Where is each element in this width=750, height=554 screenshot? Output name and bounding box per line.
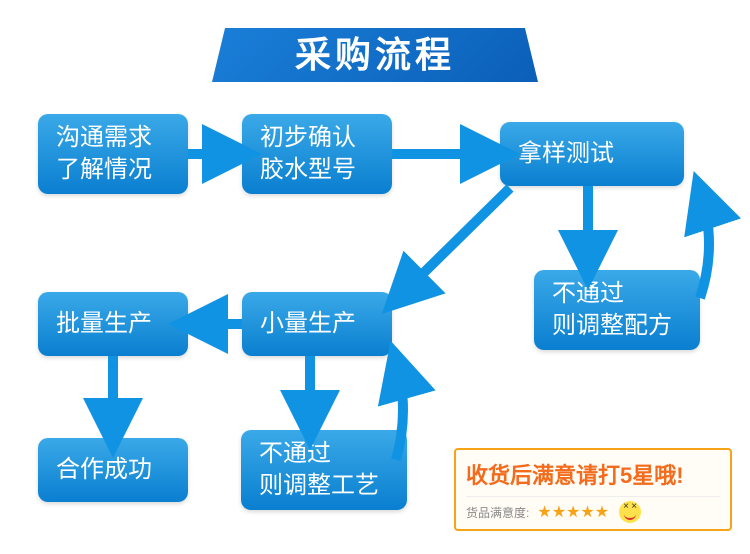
node-line1: 不通过 (259, 438, 389, 470)
flow-node-n1: 沟通需求了解情况 (38, 114, 188, 194)
feedback-label: 货品满意度: (466, 504, 529, 521)
flow-node-n3: 拿样测试 (500, 122, 684, 186)
node-line2: 则调整工艺 (259, 470, 389, 502)
node-line1: 不通过 (552, 278, 682, 310)
star-icon: ★ (552, 504, 566, 521)
flow-node-n8: 合作成功 (38, 438, 188, 502)
title-banner: 采购流程 (212, 28, 538, 82)
star-icon: ★ (580, 504, 594, 521)
star-icon: ★ (595, 504, 609, 521)
laugh-emoji-icon (619, 501, 641, 523)
node-line1: 批量生产 (56, 308, 170, 340)
node-line1: 合作成功 (56, 454, 170, 486)
flow-arrow (396, 188, 510, 300)
node-line1: 小量生产 (260, 308, 374, 340)
feedback-box: 收货后满意请打5星哦! 货品满意度: ★★★★★ (454, 448, 732, 531)
node-line2: 胶水型号 (260, 154, 374, 186)
flow-node-n2: 初步确认胶水型号 (242, 114, 392, 194)
flow-node-n4: 不通过则调整配方 (534, 270, 700, 350)
flow-node-n5: 小量生产 (242, 292, 392, 356)
flow-node-n6: 批量生产 (38, 292, 188, 356)
star-icon: ★ (566, 504, 580, 521)
title-text: 采购流程 (295, 34, 455, 75)
node-line2: 了解情况 (56, 154, 170, 186)
flow-node-n7: 不通过则调整工艺 (241, 430, 407, 510)
feedback-rating-row: 货品满意度: ★★★★★ (466, 496, 720, 523)
flow-arrow (700, 190, 709, 298)
star-icon: ★ (537, 504, 551, 521)
feedback-stars: ★★★★★ (537, 502, 609, 522)
node-line1: 拿样测试 (518, 138, 666, 170)
node-line1: 沟通需求 (56, 122, 170, 154)
node-line1: 初步确认 (260, 122, 374, 154)
feedback-title: 收货后满意请打5星哦! (466, 458, 720, 490)
node-line2: 则调整配方 (552, 310, 682, 342)
